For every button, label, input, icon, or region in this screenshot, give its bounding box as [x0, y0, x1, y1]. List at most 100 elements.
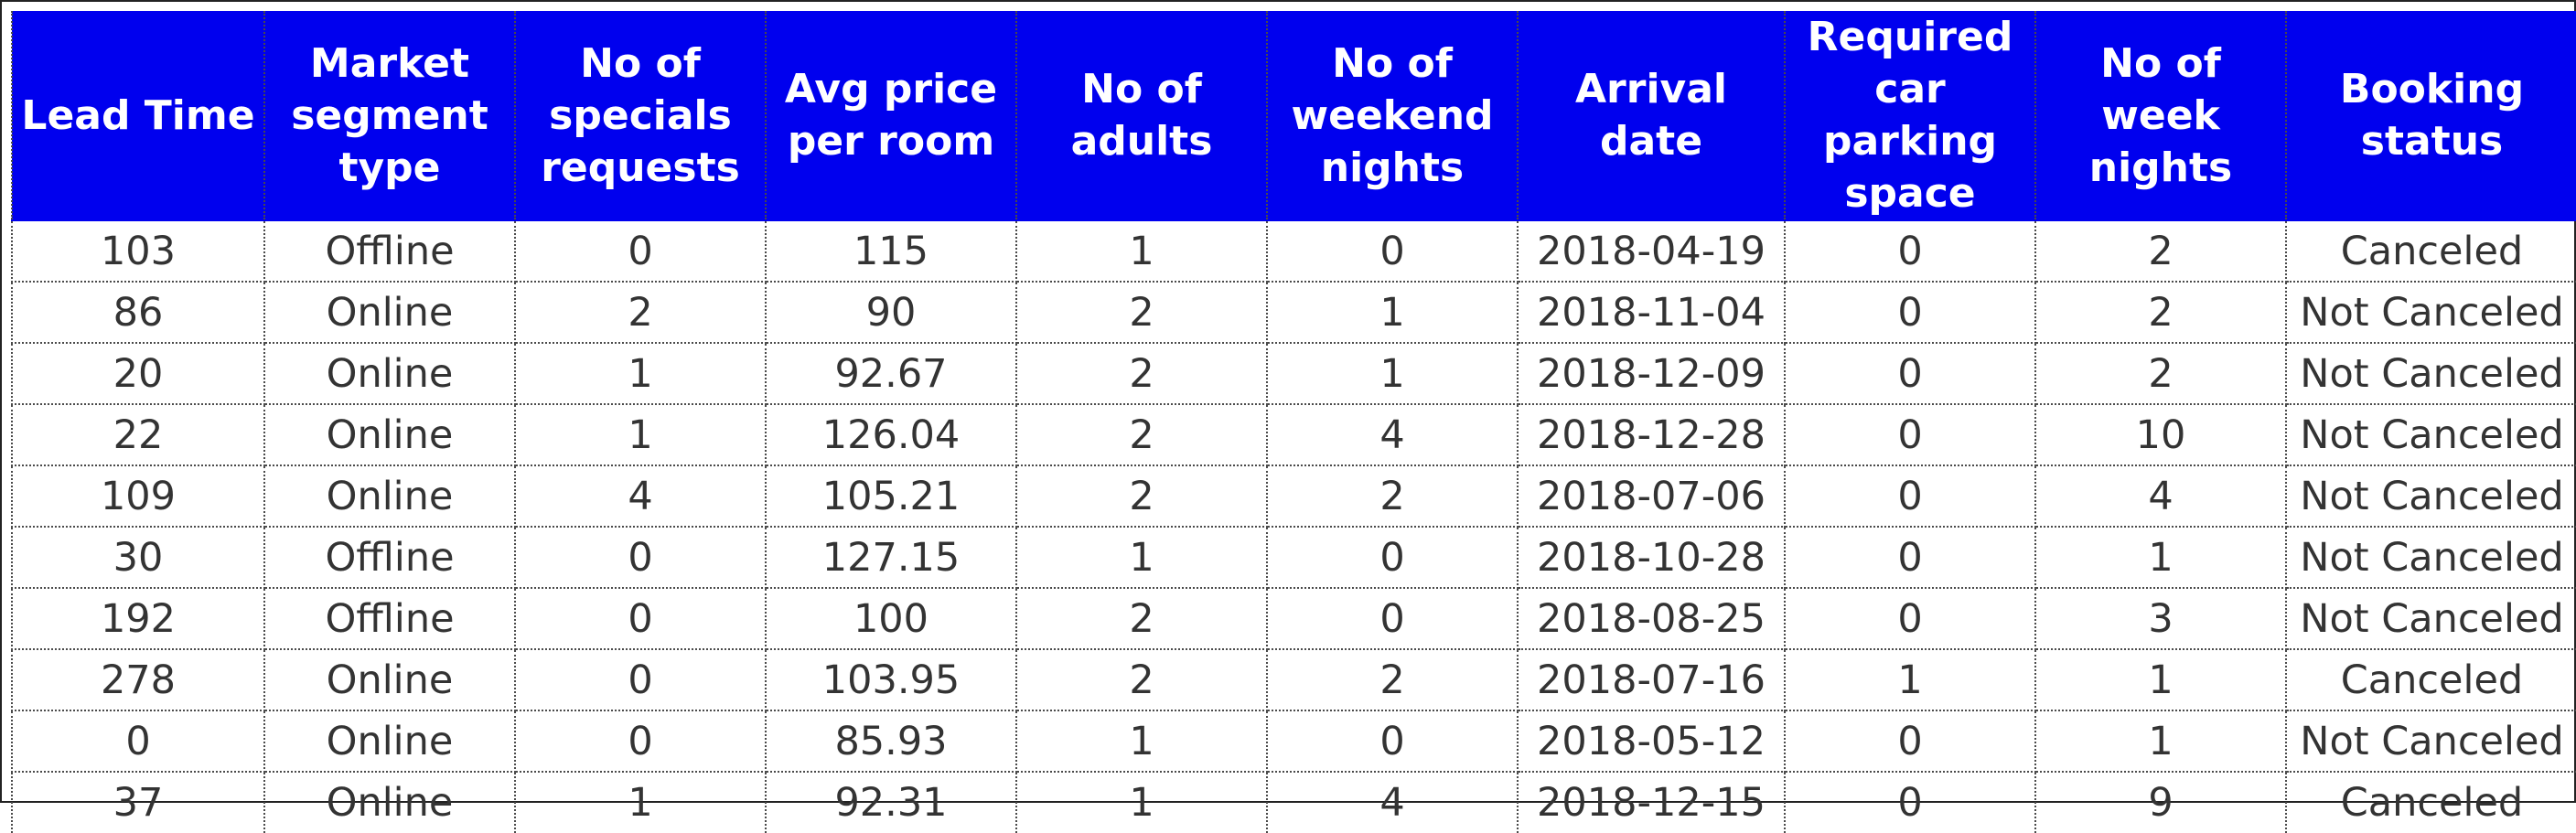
avg-price-cell: 126.04: [765, 403, 1017, 466]
week-nights-cell: 2: [2034, 342, 2287, 405]
weekend-nights-cell: 0: [1266, 710, 1519, 773]
column-header-adults: No of adults: [1015, 11, 1268, 221]
booking-status-cell: Not Canceled: [2285, 465, 2576, 528]
arrival-date-cell: 2018-07-16: [1517, 648, 1786, 711]
arrival-date-cell: 2018-12-09: [1517, 342, 1786, 405]
market-segment-cell: Online: [263, 710, 516, 773]
column-header-market-segment-type: Market segment type: [263, 11, 516, 221]
column-header-week-nights: No of week nights: [2034, 11, 2287, 221]
booking-status-cell: Not Canceled: [2285, 281, 2576, 344]
car-parking-cell: 1: [1784, 648, 2036, 711]
weekend-nights-cell: 2: [1266, 465, 1519, 528]
adults-cell: 2: [1015, 342, 1268, 405]
table-row: 22 Online 1 126.04 2 4 2018-12-28 0 10 Not Cancel…: [11, 403, 2576, 466]
car-parking-cell: 0: [1784, 219, 2036, 283]
booking-status-cell: Not Canceled: [2285, 342, 2576, 405]
car-parking-cell: 0: [1784, 281, 2036, 344]
market-segment-cell: Offline: [263, 587, 516, 650]
table-row: 192 Offline 0 100 2 0 2018-08-25 0 3 Not Canceled: [11, 587, 2576, 650]
weekend-nights-cell: 2: [1266, 648, 1519, 711]
adults-cell: 1: [1015, 710, 1268, 773]
special-requests-cell: 0: [514, 526, 767, 589]
weekend-nights-cell: 0: [1266, 587, 1519, 650]
arrival-date-cell: 2018-04-19: [1517, 219, 1786, 283]
table-row: 109 Online 4 105.21 2 2 2018-07-06 0 4 Not Cancel…: [11, 465, 2576, 528]
column-header-car-parking-space: Required car parking space: [1784, 11, 2036, 221]
special-requests-cell: 0: [514, 219, 767, 283]
adults-cell: 2: [1015, 648, 1268, 711]
car-parking-cell: 0: [1784, 587, 2036, 650]
special-requests-cell: 1: [514, 342, 767, 405]
special-requests-cell: 2: [514, 281, 767, 344]
lead-time-cell: 20: [11, 342, 265, 405]
column-header-avg-price-per-room: Avg price per room: [765, 11, 1017, 221]
week-nights-cell: 4: [2034, 465, 2287, 528]
adults-cell: 2: [1015, 587, 1268, 650]
car-parking-cell: 0: [1784, 342, 2036, 405]
column-header-special-requests: No of specials requests: [514, 11, 767, 221]
arrival-date-cell: 2018-05-12: [1517, 710, 1786, 773]
lead-time-cell: 192: [11, 587, 265, 650]
arrival-date-cell: 2018-10-28: [1517, 526, 1786, 589]
table-row: 30 Offline 0 127.15 1 0 2018-10-28 0 1 Not Cancel…: [11, 526, 2576, 589]
booking-status-cell: Not Canceled: [2285, 710, 2576, 773]
market-segment-cell: Online: [263, 342, 516, 405]
table-row: 86 Online 2 90 2 1 2018-11-04 0 2 Not Canceled: [11, 281, 2576, 344]
booking-status-cell: Not Canceled: [2285, 403, 2576, 466]
adults-cell: 2: [1015, 403, 1268, 466]
lead-time-cell: 278: [11, 648, 265, 711]
table-row: 20 Online 1 92.67 2 1 2018-12-09 0 2 Not Canceled: [11, 342, 2576, 405]
header-row: Lead Time Market segment type No of spec…: [11, 11, 2576, 221]
special-requests-cell: 0: [514, 648, 767, 711]
market-segment-cell: Online: [263, 281, 516, 344]
avg-price-cell: 115: [765, 219, 1017, 283]
bookings-table: Lead Time Market segment type No of spec…: [11, 11, 2576, 833]
car-parking-cell: 0: [1784, 710, 2036, 773]
market-segment-cell: Online: [263, 403, 516, 466]
avg-price-cell: 85.93: [765, 710, 1017, 773]
car-parking-cell: 0: [1784, 526, 2036, 589]
week-nights-cell: 1: [2034, 526, 2287, 589]
lead-time-cell: 109: [11, 465, 265, 528]
week-nights-cell: 2: [2034, 281, 2287, 344]
adults-cell: 1: [1015, 526, 1268, 589]
market-segment-cell: Online: [263, 465, 516, 528]
arrival-date-cell: 2018-07-06: [1517, 465, 1786, 528]
adults-cell: 2: [1015, 465, 1268, 528]
week-nights-cell: 3: [2034, 587, 2287, 650]
avg-price-cell: 105.21: [765, 465, 1017, 528]
special-requests-cell: 1: [514, 403, 767, 466]
arrival-date-cell: 2018-08-25: [1517, 587, 1786, 650]
adults-cell: 2: [1015, 281, 1268, 344]
lead-time-cell: 0: [11, 710, 265, 773]
booking-status-cell: Not Canceled: [2285, 526, 2576, 589]
weekend-nights-cell: 4: [1266, 403, 1519, 466]
avg-price-cell: 100: [765, 587, 1017, 650]
special-requests-cell: 0: [514, 710, 767, 773]
lead-time-cell: 22: [11, 403, 265, 466]
car-parking-cell: 0: [1784, 403, 2036, 466]
weekend-nights-cell: 0: [1266, 219, 1519, 283]
weekend-nights-cell: 1: [1266, 281, 1519, 344]
lead-time-cell: 103: [11, 219, 265, 283]
booking-status-cell: Not Canceled: [2285, 587, 2576, 650]
avg-price-cell: 92.67: [765, 342, 1017, 405]
adults-cell: 1: [1015, 219, 1268, 283]
booking-status-cell: Canceled: [2285, 648, 2576, 711]
week-nights-cell: 2: [2034, 219, 2287, 283]
booking-status-cell: Canceled: [2285, 219, 2576, 283]
lead-time-cell: 30: [11, 526, 265, 589]
arrival-date-cell: 2018-11-04: [1517, 281, 1786, 344]
week-nights-cell: 10: [2034, 403, 2287, 466]
table-body: 103 Offline 0 115 1 0 2018-04-19 0 2 Canceled 86 On…: [11, 219, 2576, 833]
column-header-lead-time: Lead Time: [11, 11, 265, 221]
lead-time-cell: 86: [11, 281, 265, 344]
weekend-nights-cell: 1: [1266, 342, 1519, 405]
table-row: 0 Online 0 85.93 1 0 2018-05-12 0 1 Not Canceled: [11, 710, 2576, 773]
avg-price-cell: 103.95: [765, 648, 1017, 711]
avg-price-cell: 127.15: [765, 526, 1017, 589]
arrival-date-cell: 2018-12-28: [1517, 403, 1786, 466]
market-segment-cell: Offline: [263, 219, 516, 283]
column-header-weekend-nights: No of weekend nights: [1266, 11, 1519, 221]
special-requests-cell: 4: [514, 465, 767, 528]
